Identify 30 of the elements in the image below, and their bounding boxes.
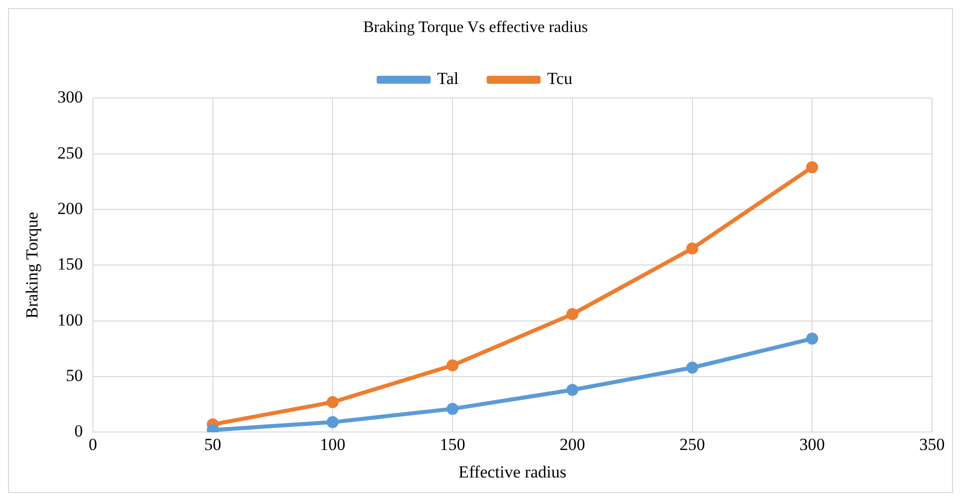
point: [806, 332, 818, 345]
y-tick-label: 0: [74, 422, 83, 441]
x-tick-label: 350: [919, 434, 945, 454]
x-tick-label: 250: [680, 434, 706, 454]
x-tick-label: 150: [440, 434, 466, 454]
chart-title: Braking Torque Vs effective radius: [363, 18, 588, 36]
y-axis-title: Braking Torque: [22, 212, 42, 319]
x-tick-label: 100: [320, 434, 346, 454]
point: [686, 362, 698, 374]
point: [686, 242, 698, 254]
x-tick-label: 0: [88, 434, 98, 454]
point: [566, 308, 578, 320]
point: [806, 161, 818, 174]
y-tick-label: 100: [57, 310, 83, 330]
point: [326, 416, 339, 428]
y-tick-label: 300: [57, 88, 83, 107]
y-tick-label: 150: [57, 254, 83, 274]
legend-label: Tal: [437, 69, 459, 88]
legend-label: Tcu: [547, 69, 573, 88]
point: [326, 396, 339, 408]
y-tick-label: 50: [66, 366, 83, 385]
point: [446, 359, 459, 372]
point: [566, 384, 578, 396]
y-tick-label: 200: [57, 199, 83, 218]
x-tick-label: 300: [799, 434, 825, 454]
x-axis-title: Effective radius: [458, 462, 566, 482]
y-tick-label: 250: [57, 143, 83, 162]
point: [446, 402, 459, 415]
x-tick-label: 200: [560, 434, 586, 454]
x-tick-label: 50: [204, 434, 222, 454]
